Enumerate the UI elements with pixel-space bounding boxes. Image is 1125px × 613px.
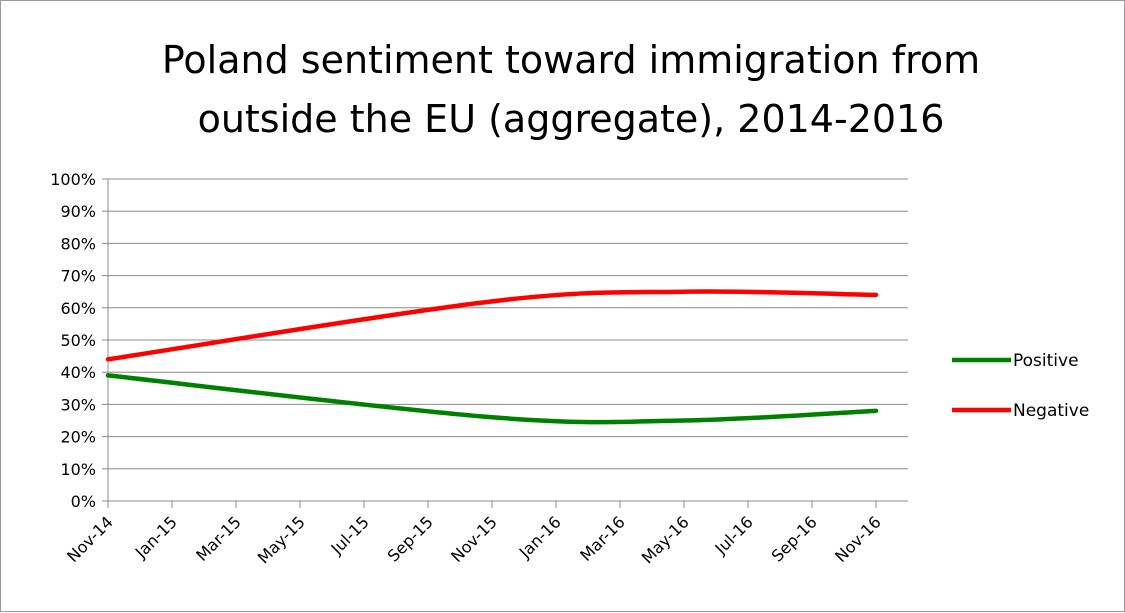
x-tick-label: Mar-16 — [576, 512, 629, 565]
y-tick-label: 90% — [60, 202, 96, 221]
y-tick-label: 50% — [60, 331, 96, 350]
series-lines — [105, 289, 879, 425]
x-tick-label: Nov-16 — [831, 512, 885, 566]
x-tick-label: Nov-15 — [447, 512, 501, 566]
y-tick-label: 80% — [60, 234, 96, 253]
x-axis-tick-labels: Nov-14 Jan-15 Mar-15 May-15 Jul-15 Sep-15 Nov-… — [63, 512, 885, 567]
x-tick-label: Sep-16 — [768, 512, 821, 565]
x-tick-label: Sep-15 — [384, 512, 437, 565]
y-tick-label: 30% — [60, 395, 96, 414]
x-tick-label: Nov-14 — [63, 512, 117, 566]
series-line-positive — [105, 373, 879, 425]
chart-title-line-2: outside the EU (aggregate), 2014-2016 — [198, 97, 945, 141]
y-tick-label: 10% — [60, 460, 96, 479]
gridlines — [108, 178, 908, 470]
x-tick-label: Jul-16 — [711, 512, 757, 558]
y-tick-label: 70% — [60, 267, 96, 286]
y-tick-label: 0% — [71, 492, 96, 511]
y-tick-label: 40% — [60, 363, 96, 382]
legend: Positive Negative — [952, 351, 1089, 421]
x-tick-label: May-16 — [638, 512, 693, 567]
x-tick-label: Jul-15 — [327, 512, 373, 558]
axes — [102, 178, 908, 508]
y-tick-label: 20% — [60, 428, 96, 447]
chart-title-line-1: Poland sentiment toward immigration from — [162, 38, 980, 82]
y-tick-label: 100% — [50, 170, 96, 189]
x-tick-label: May-15 — [254, 512, 309, 567]
x-tick-label: Mar-15 — [192, 512, 245, 565]
x-tick-label: Jan-15 — [131, 512, 181, 562]
y-tick-label: 60% — [60, 299, 96, 318]
y-axis-tick-labels: 0% 10% 20% 30% 40% 50% 60% 70% 80% 90% 100% — [50, 170, 96, 511]
x-tick-label: Jan-16 — [515, 512, 565, 562]
legend-label-negative: Negative — [1013, 401, 1089, 421]
legend-label-positive: Positive — [1013, 351, 1079, 371]
series-line-negative — [105, 289, 879, 362]
